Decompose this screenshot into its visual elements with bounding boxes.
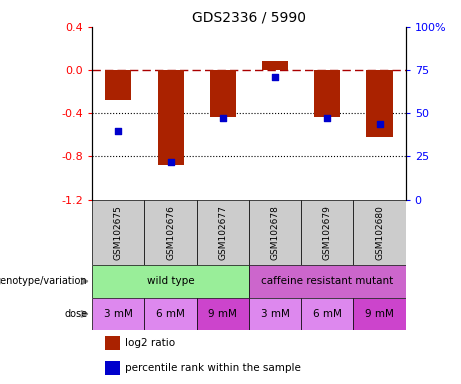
Bar bbox=[262, 61, 288, 70]
Text: percentile rank within the sample: percentile rank within the sample bbox=[125, 362, 301, 373]
Bar bbox=[92, 265, 249, 298]
Text: 6 mM: 6 mM bbox=[156, 309, 185, 319]
Point bbox=[272, 74, 279, 80]
Text: 9 mM: 9 mM bbox=[208, 309, 237, 319]
Bar bbox=[144, 200, 197, 265]
Title: GDS2336 / 5990: GDS2336 / 5990 bbox=[192, 10, 306, 24]
Text: dose: dose bbox=[65, 309, 88, 319]
Text: genotype/variation: genotype/variation bbox=[0, 276, 88, 286]
Point bbox=[115, 127, 122, 134]
Bar bbox=[105, 361, 120, 375]
Text: GSM102676: GSM102676 bbox=[166, 205, 175, 260]
Bar bbox=[158, 70, 183, 165]
Bar bbox=[249, 298, 301, 330]
Point bbox=[376, 121, 383, 127]
Bar bbox=[249, 200, 301, 265]
Bar bbox=[354, 200, 406, 265]
Bar bbox=[105, 70, 131, 100]
Point bbox=[324, 115, 331, 121]
Bar bbox=[354, 298, 406, 330]
Bar bbox=[92, 200, 144, 265]
Text: 6 mM: 6 mM bbox=[313, 309, 342, 319]
Point bbox=[167, 159, 174, 165]
Text: wild type: wild type bbox=[147, 276, 195, 286]
Point bbox=[219, 115, 226, 121]
Bar bbox=[197, 200, 249, 265]
Text: 9 mM: 9 mM bbox=[365, 309, 394, 319]
Text: GSM102680: GSM102680 bbox=[375, 205, 384, 260]
Bar bbox=[197, 298, 249, 330]
Text: caffeine resistant mutant: caffeine resistant mutant bbox=[261, 276, 393, 286]
Text: 3 mM: 3 mM bbox=[260, 309, 290, 319]
Bar bbox=[144, 298, 197, 330]
Bar bbox=[301, 200, 354, 265]
Text: GSM102679: GSM102679 bbox=[323, 205, 332, 260]
Text: GSM102675: GSM102675 bbox=[114, 205, 123, 260]
Bar bbox=[249, 265, 406, 298]
Bar bbox=[92, 298, 144, 330]
Bar bbox=[366, 70, 393, 137]
Bar bbox=[314, 70, 340, 116]
Bar bbox=[301, 298, 354, 330]
Bar bbox=[105, 336, 120, 350]
Text: GSM102677: GSM102677 bbox=[219, 205, 227, 260]
Text: GSM102678: GSM102678 bbox=[271, 205, 279, 260]
Bar bbox=[210, 70, 236, 116]
Text: log2 ratio: log2 ratio bbox=[125, 338, 175, 348]
Text: 3 mM: 3 mM bbox=[104, 309, 133, 319]
